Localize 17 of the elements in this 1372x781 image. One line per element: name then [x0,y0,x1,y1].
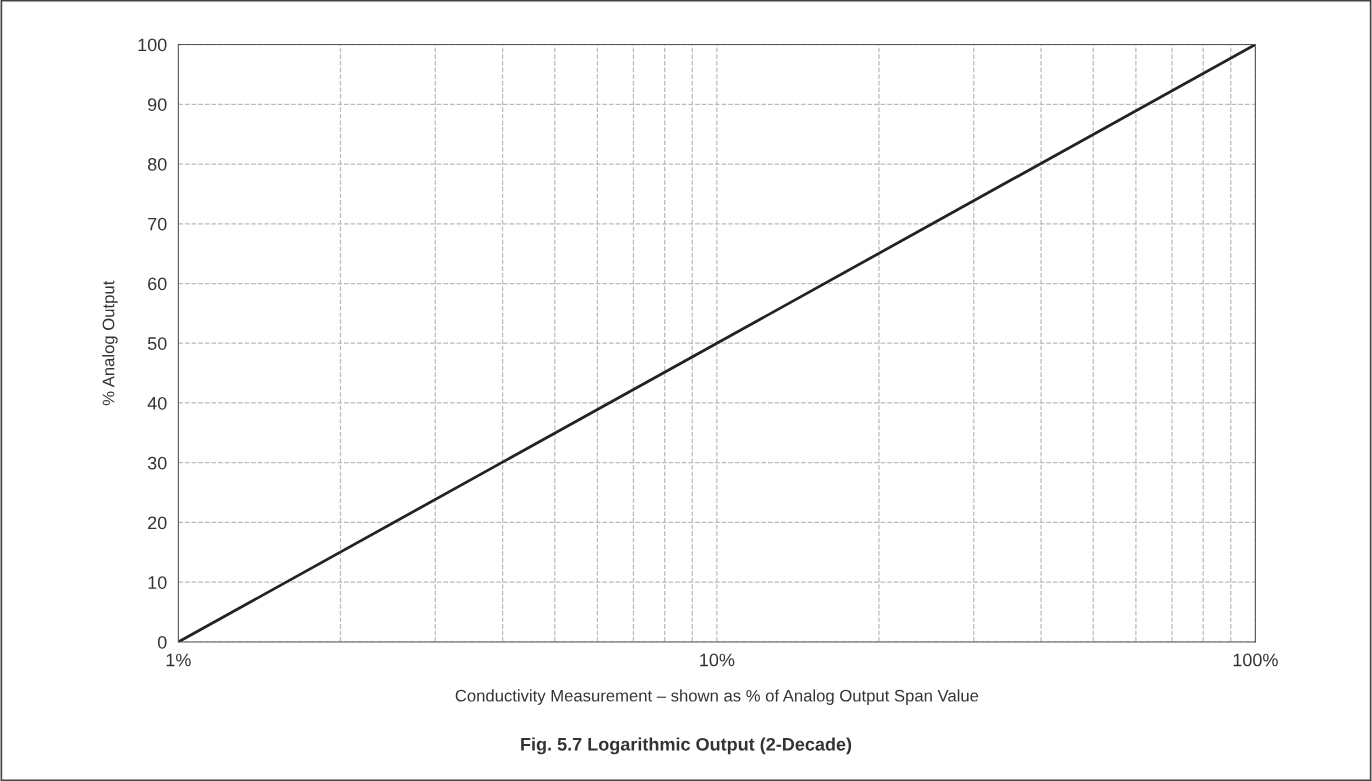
y-tick-label: 70 [148,217,167,231]
y-tick-label: 60 [148,277,167,291]
x-tick-label: 100% [1233,653,1278,667]
caption: Fig. 5.7 Logarithmic Output (2-Decade) [521,737,852,755]
x-tick-label: 1% [166,653,191,667]
y-tick-label: 90 [148,98,167,111]
y-tick-label: 80 [147,157,167,171]
x-tick-label: 10% [700,653,735,667]
y-axis-title: % Analog Output [102,280,118,406]
x-axis-title: Conductivity Measurement – shown as % of Analog Output Span Value [455,689,979,705]
y-tick-label: 50 [147,337,167,350]
y-tick-label: 10 [148,576,167,589]
y-tick-label: 100 [138,38,167,52]
y-tick-label: 20 [148,516,167,530]
y-tick-label: 0 [157,635,167,649]
y-tick-label: 30 [147,456,167,470]
y-tick-label: 40 [147,396,167,410]
